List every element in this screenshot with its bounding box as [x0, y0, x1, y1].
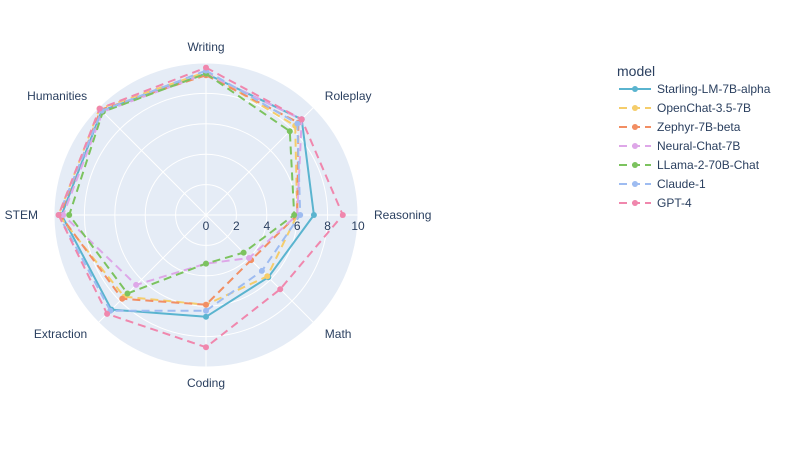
- legend-swatch-marker-6[interactable]: [632, 200, 638, 206]
- radial-tick-label: 0: [203, 219, 210, 233]
- legend-item-label-3[interactable]: Neural-Chat-7B: [657, 139, 740, 153]
- series-point-6-2: [339, 212, 346, 218]
- legend-item-label-4[interactable]: LLama-2-70B-Chat: [657, 158, 760, 172]
- legend-swatch-marker-4[interactable]: [632, 162, 638, 168]
- legend-swatch-marker-3[interactable]: [632, 143, 638, 149]
- series-point-6-4: [203, 344, 209, 351]
- radial-tick-label: 6: [294, 219, 301, 233]
- legend-swatch-marker-0[interactable]: [632, 86, 638, 92]
- angular-axis-label: Reasoning: [374, 208, 431, 222]
- angular-axis-label: Humanities: [27, 89, 87, 103]
- legend-swatch-marker-5[interactable]: [632, 181, 638, 187]
- angular-gridline: [205, 214, 314, 323]
- series-point-4-4: [203, 260, 209, 267]
- radial-tick-label: 2: [233, 219, 240, 233]
- series-point-4-3: [240, 249, 247, 256]
- angular-gridline: [98, 214, 207, 323]
- series-point-2-4: [203, 301, 209, 308]
- angular-axis-label: Coding: [187, 376, 225, 390]
- series-point-4-6: [66, 212, 73, 218]
- angular-gridline: [98, 107, 207, 216]
- series-point-3-5: [133, 281, 140, 288]
- series-point-1-3: [264, 273, 271, 280]
- series-point-3-3: [246, 255, 252, 261]
- series-point-4-1: [286, 128, 293, 135]
- series-point-4-2: [291, 212, 298, 218]
- series-point-6-7: [96, 105, 103, 112]
- radial-tick-label: 10: [351, 219, 365, 233]
- series-point-2-5: [119, 295, 126, 302]
- angular-axis-label: Roleplay: [325, 89, 372, 103]
- legend-swatch-marker-2[interactable]: [632, 124, 638, 130]
- radial-tick-label: 8: [324, 219, 331, 233]
- angular-axis-label: Writing: [187, 40, 224, 54]
- series-point-6-3: [277, 286, 284, 293]
- radial-tick-label: 4: [263, 219, 270, 233]
- series-point-0-4: [203, 313, 209, 320]
- legend-swatch-marker-1[interactable]: [632, 105, 638, 111]
- legend-item-label-0[interactable]: Starling-LM-7B-alpha: [657, 82, 771, 96]
- series-point-6-0: [203, 64, 209, 71]
- series-point-5-3: [258, 267, 265, 274]
- series-point-6-6: [55, 212, 62, 218]
- angular-axis-label: Extraction: [34, 327, 87, 341]
- series-point-4-5: [124, 290, 131, 297]
- series-point-5-2: [297, 212, 304, 218]
- legend-title: model: [617, 63, 655, 79]
- legend-item-label-2[interactable]: Zephyr-7B-beta: [657, 120, 741, 134]
- legend-item-label-6[interactable]: GPT-4: [657, 196, 692, 210]
- series-line-5: [57, 69, 302, 312]
- series-point-6-5: [104, 310, 111, 317]
- series-line-3: [62, 72, 303, 286]
- legend-item-label-5[interactable]: Claude-1: [657, 177, 706, 191]
- angular-axis-label: Math: [325, 327, 352, 341]
- legend-item-label-1[interactable]: OpenChat-3.5-7B: [657, 101, 751, 115]
- series-point-3-6: [60, 212, 67, 218]
- series-point-5-4: [203, 307, 209, 314]
- series-point-0-2: [310, 212, 317, 218]
- series-point-6-1: [298, 116, 305, 123]
- angular-axis-label: STEM: [5, 208, 38, 222]
- series-point-5-1: [294, 120, 301, 127]
